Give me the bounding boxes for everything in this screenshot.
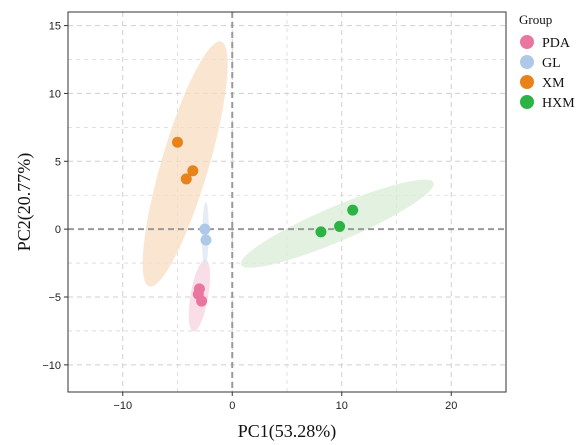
legend: Group PDA GL XM HXM (519, 12, 575, 111)
y-tick-label: 0 (55, 224, 61, 236)
pda-legend-swatch (520, 35, 534, 49)
x-tick-label: 20 (445, 400, 457, 412)
axis-ticks: −10 0 10 20 −10 −5 0 5 10 15 (42, 21, 457, 412)
pda-point (196, 295, 208, 307)
x-tick-label: 0 (229, 400, 235, 412)
pda-legend-label: PDA (542, 36, 571, 51)
xm-legend-swatch (520, 75, 534, 89)
y-tick-label: 5 (55, 156, 61, 168)
hxm-point (315, 226, 327, 238)
gl-point (199, 223, 211, 235)
xm-ellipse (142, 41, 228, 287)
x-axis-title: PC1(53.28%) (238, 421, 337, 442)
y-tick-label: −5 (48, 292, 61, 304)
hxm-point (347, 204, 359, 216)
zero-lines (68, 12, 506, 392)
xm-point (180, 173, 192, 185)
y-tick-label: 10 (49, 88, 61, 100)
plot-frame (67, 11, 507, 393)
hxm-legend-swatch (520, 95, 534, 109)
xm-legend-label: XM (542, 76, 565, 91)
hxm-point (334, 220, 346, 232)
data-points (172, 136, 359, 307)
legend-title: Group (519, 12, 552, 27)
y-tick-label: −10 (42, 360, 61, 372)
xm-point (187, 165, 199, 177)
x-tick-label: 10 (336, 400, 348, 412)
grid (68, 12, 506, 392)
x-tick-label: −10 (113, 400, 132, 412)
xm-point (172, 136, 183, 148)
hxm-legend-label: HXM (542, 96, 575, 111)
gl-legend-swatch (520, 55, 534, 69)
gl-legend-label: GL (542, 56, 561, 71)
y-tick-label: 15 (49, 21, 61, 33)
y-axis-title: PC2(20.77%) (14, 153, 35, 252)
gl-point (200, 234, 212, 246)
confidence-ellipses (142, 41, 434, 332)
